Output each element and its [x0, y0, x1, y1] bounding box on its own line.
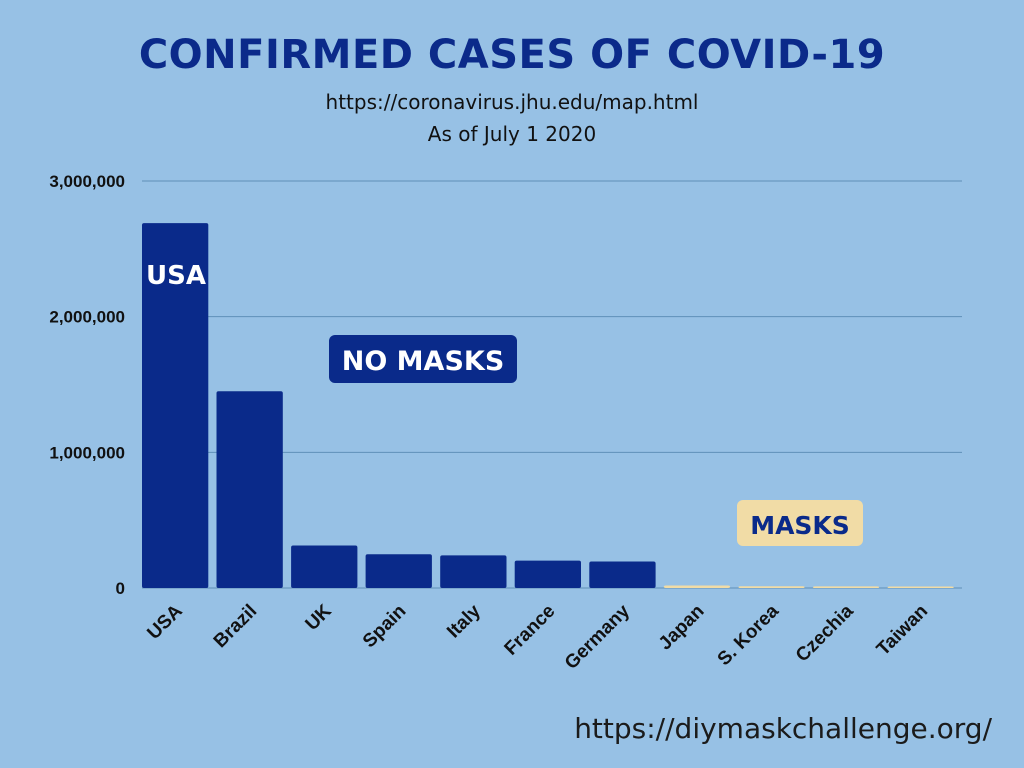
no-masks-label: NO MASKS: [342, 346, 505, 377]
x-axis-tick-labels: USA Brazil UK Spain Italy France Germany Japan S…: [143, 600, 932, 673]
y-tick-label: 3,000,000: [49, 172, 125, 191]
masks-badge-bg: [737, 500, 863, 546]
x-tick-label: Italy: [443, 600, 485, 642]
masks-label: MASKS: [750, 511, 850, 540]
bar-taiwan: [887, 586, 954, 588]
y-tick-label: 1,000,000: [49, 443, 125, 462]
no-masks-badge: NO MASKS: [329, 335, 517, 383]
x-tick-label: Japan: [655, 601, 709, 655]
x-tick-label: UK: [302, 600, 336, 634]
x-tick-label: Germany: [561, 600, 634, 673]
x-tick-label: Spain: [359, 601, 410, 652]
bar-italy: [440, 555, 507, 588]
y-tick-label: 0: [116, 579, 125, 598]
bar-uk: [291, 545, 358, 588]
no-masks-badge-bg: [329, 335, 517, 383]
chart-subtitle-source: https://coronavirus.jhu.edu/map.html: [325, 90, 699, 114]
usa-bar-annotation: USA: [146, 261, 206, 291]
chart-subtitle-date: As of July 1 2020: [427, 122, 597, 146]
masks-badge: MASKS: [737, 500, 863, 546]
y-axis-tick-labels: 0 1,000,000 2,000,000 3,000,000: [49, 172, 125, 598]
bars: [142, 223, 954, 588]
bar-germany: [589, 561, 656, 588]
bar-japan: [663, 585, 731, 588]
x-tick-label: Taiwan: [873, 601, 932, 660]
bar-usa: [142, 223, 209, 588]
chart-title: CONFIRMED CASES OF COVID-19: [138, 32, 886, 78]
y-tick-label: 2,000,000: [49, 308, 125, 327]
bar-brazil: [216, 391, 283, 588]
footer-url: https://diymaskchallenge.org/: [574, 712, 992, 745]
bar-france: [514, 560, 581, 588]
bar-s-korea: [738, 586, 805, 588]
bar-czechia: [812, 586, 880, 588]
x-tick-label: Czechia: [792, 600, 858, 666]
x-tick-label: Brazil: [210, 601, 261, 652]
bar-spain: [365, 554, 432, 588]
x-tick-label: S. Korea: [714, 600, 784, 670]
x-tick-label: USA: [143, 600, 186, 643]
x-tick-label: France: [501, 601, 560, 660]
